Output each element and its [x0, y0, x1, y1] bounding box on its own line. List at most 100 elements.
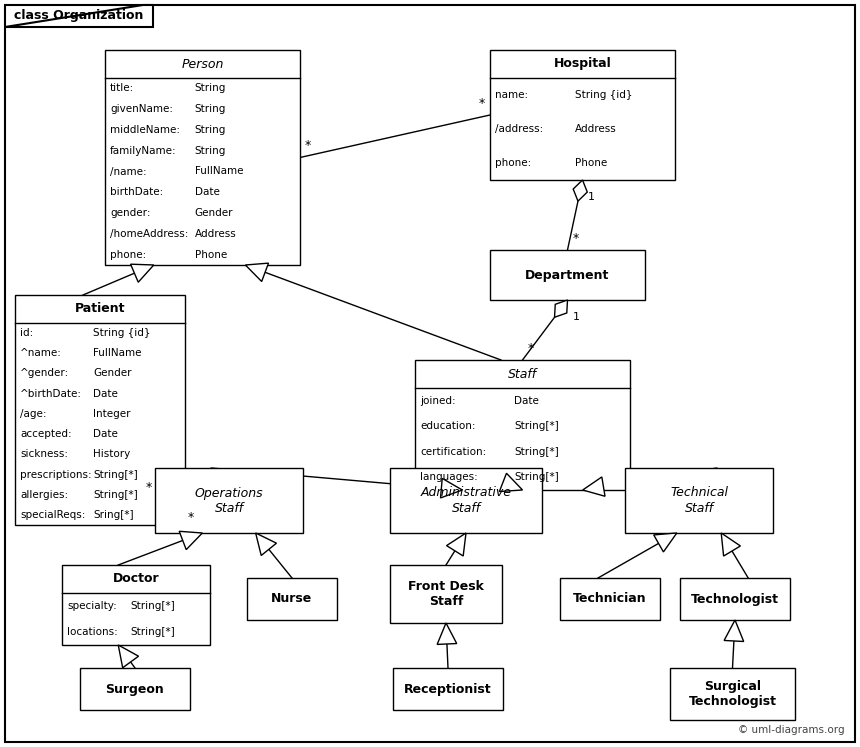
Text: specialReqs:: specialReqs:: [20, 510, 85, 520]
Text: locations:: locations:: [67, 627, 118, 637]
Text: *: *: [305, 140, 311, 152]
Polygon shape: [722, 533, 740, 556]
Text: middleName:: middleName:: [110, 125, 180, 135]
Text: Operations
Staff: Operations Staff: [194, 486, 263, 515]
Text: Administrative
Staff: Administrative Staff: [421, 486, 512, 515]
Bar: [155, 468, 303, 533]
Text: Staff: Staff: [508, 368, 537, 380]
Text: String[*]: String[*]: [130, 601, 175, 611]
Bar: [80, 668, 190, 710]
Text: education:: education:: [420, 421, 476, 431]
Text: /homeAddress:: /homeAddress:: [110, 229, 188, 239]
Text: Patient: Patient: [75, 303, 126, 315]
Text: Doctor: Doctor: [113, 572, 159, 586]
Polygon shape: [446, 533, 466, 556]
Polygon shape: [118, 645, 138, 668]
Text: String: String: [194, 146, 226, 155]
Text: name:: name:: [495, 90, 528, 100]
Bar: [415, 360, 630, 490]
Polygon shape: [500, 474, 523, 492]
Text: phone:: phone:: [110, 249, 146, 260]
Text: String[*]: String[*]: [93, 490, 138, 500]
Bar: [105, 50, 300, 265]
Text: Phone: Phone: [194, 249, 227, 260]
Polygon shape: [179, 531, 202, 550]
Text: String[*]: String[*]: [93, 470, 138, 480]
Text: String: String: [194, 104, 226, 114]
Text: Date: Date: [194, 187, 219, 197]
Text: String {id}: String {id}: [93, 328, 150, 338]
Polygon shape: [5, 5, 153, 27]
Text: Nurse: Nurse: [272, 592, 313, 606]
Text: birthDate:: birthDate:: [110, 187, 163, 197]
Bar: [247, 578, 337, 620]
Bar: [390, 468, 542, 533]
Text: String[*]: String[*]: [514, 447, 559, 456]
Text: Phone: Phone: [575, 158, 607, 168]
Text: Integer: Integer: [93, 409, 131, 419]
Text: Date: Date: [93, 429, 118, 439]
Text: /name:: /name:: [110, 167, 146, 176]
Text: Technical
Staff: Technical Staff: [670, 486, 728, 515]
Text: *: *: [145, 482, 152, 495]
Polygon shape: [574, 180, 587, 201]
Bar: [490, 250, 645, 300]
Text: ^gender:: ^gender:: [20, 368, 70, 379]
Text: Department: Department: [525, 268, 610, 282]
Text: Date: Date: [93, 388, 118, 399]
Text: joined:: joined:: [420, 396, 456, 406]
Text: ^birthDate:: ^birthDate:: [20, 388, 82, 399]
Text: title:: title:: [110, 84, 134, 93]
Text: sickness:: sickness:: [20, 449, 68, 459]
Text: String {id}: String {id}: [575, 90, 633, 100]
Text: FullName: FullName: [194, 167, 243, 176]
Bar: [490, 50, 675, 180]
Text: gender:: gender:: [110, 208, 150, 218]
Polygon shape: [654, 533, 677, 552]
Polygon shape: [555, 300, 568, 317]
Text: String: String: [194, 125, 226, 135]
Polygon shape: [724, 620, 744, 642]
Text: Person: Person: [181, 58, 224, 70]
Polygon shape: [440, 478, 463, 498]
Text: 1: 1: [587, 192, 594, 202]
Text: /age:: /age:: [20, 409, 46, 419]
Text: FullName: FullName: [93, 348, 142, 359]
Text: Surgeon: Surgeon: [106, 683, 164, 695]
Text: String[*]: String[*]: [130, 627, 175, 637]
Text: languages:: languages:: [420, 472, 478, 483]
Bar: [62, 565, 210, 645]
Text: String: String: [194, 84, 226, 93]
Text: *: *: [573, 232, 579, 245]
Polygon shape: [255, 533, 276, 556]
Text: Address: Address: [575, 124, 617, 134]
Text: Gender: Gender: [194, 208, 233, 218]
Bar: [625, 468, 773, 533]
Text: String[*]: String[*]: [514, 472, 559, 483]
Text: *: *: [527, 342, 534, 355]
Bar: [390, 565, 502, 623]
Text: accepted:: accepted:: [20, 429, 71, 439]
Text: phone:: phone:: [495, 158, 531, 168]
Text: © uml-diagrams.org: © uml-diagrams.org: [739, 725, 845, 735]
Polygon shape: [437, 623, 457, 645]
Text: Date: Date: [514, 396, 538, 406]
Bar: [670, 668, 795, 720]
Text: *: *: [479, 97, 485, 110]
Bar: [560, 578, 660, 620]
Text: Receptionist: Receptionist: [404, 683, 492, 695]
Text: Gender: Gender: [93, 368, 132, 379]
Bar: [393, 668, 503, 710]
Text: Address: Address: [194, 229, 237, 239]
Bar: [680, 578, 790, 620]
Polygon shape: [583, 477, 605, 496]
Text: class Organization: class Organization: [15, 10, 144, 22]
Text: Hospital: Hospital: [554, 58, 611, 70]
Text: *: *: [188, 510, 194, 524]
Text: specialty:: specialty:: [67, 601, 117, 611]
Text: Technologist: Technologist: [691, 592, 779, 606]
Text: String[*]: String[*]: [514, 421, 559, 431]
Polygon shape: [131, 264, 154, 282]
Text: id:: id:: [20, 328, 34, 338]
Text: History: History: [93, 449, 131, 459]
